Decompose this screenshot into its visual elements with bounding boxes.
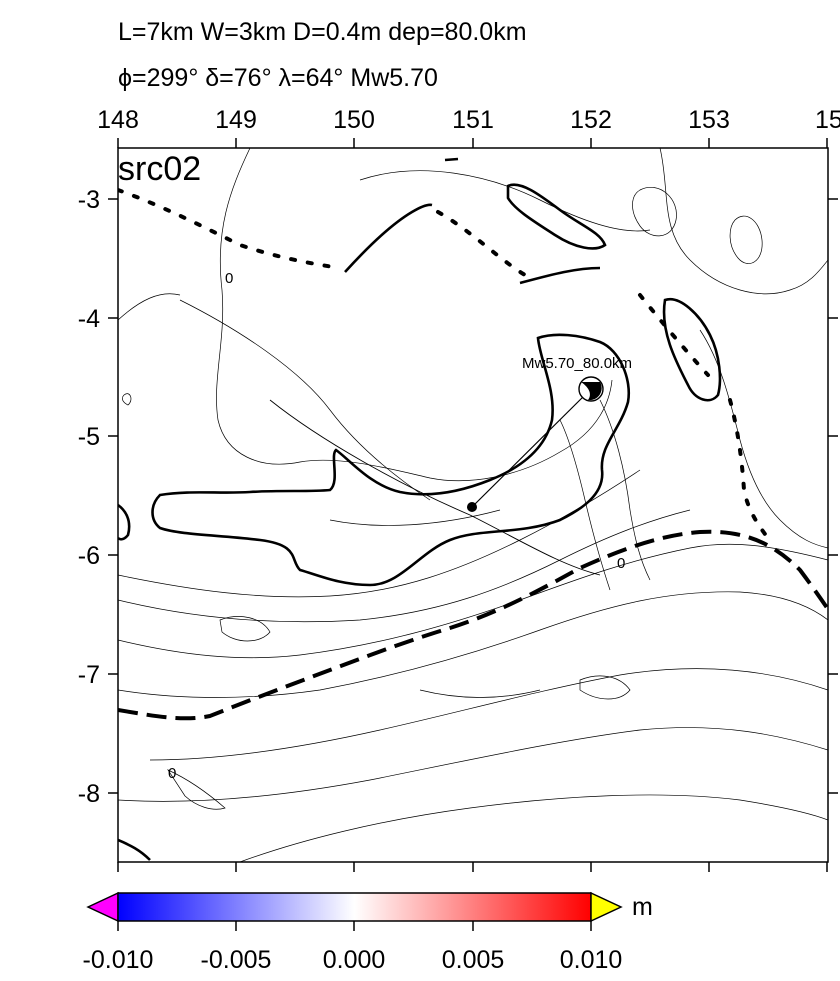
focal-mechanism-beachball (578, 376, 604, 402)
colorbar-gradient (117, 892, 592, 922)
x-tick-label: 149 (215, 106, 257, 134)
colorbar-tick-label: 0.010 (560, 946, 623, 974)
y-tick-label: -7 (78, 661, 100, 689)
x-tick-label: 151 (452, 106, 494, 134)
colorbar-tick-label: 0.005 (442, 946, 505, 974)
x-tick-label: 154 (815, 106, 840, 134)
contour-label: 0 (617, 555, 625, 572)
y-tick-label: -8 (78, 780, 100, 808)
map-title-focal-parameters: ϕ=299° δ=76° λ=64° Mw5.70 (118, 64, 438, 92)
y-tick-label: -5 (78, 423, 100, 451)
thick-contours (118, 157, 722, 861)
fault-trace-line (471, 388, 592, 508)
y-tick-label: -3 (78, 186, 100, 214)
colorbar-tick-label: 0.000 (323, 946, 386, 974)
y-tick-label: -6 (78, 542, 100, 570)
contour-label: 0 (168, 765, 176, 782)
x-tick-label: 153 (688, 106, 730, 134)
x-tick-label: 150 (333, 106, 375, 134)
map-title-fault-parameters: L=7km W=3km D=0.4m dep=80.0km (118, 18, 527, 46)
panel-label: src02 (118, 150, 201, 188)
x-tick-label: 148 (97, 106, 139, 134)
y-tick-label: -4 (78, 305, 100, 333)
cross-section-line (269, 399, 601, 576)
colorbar-tick-label: -0.010 (83, 946, 154, 974)
colorbar-unit-label: m (632, 893, 653, 921)
contour-label: 0 (225, 270, 233, 287)
colorbar-underflow-triangle (86, 891, 119, 923)
fault-trace-endpoint (467, 502, 477, 512)
source-label: Mw5.70_80.0km (522, 355, 632, 372)
colorbar-overflow-triangle (590, 891, 623, 923)
trench-dashed (118, 529, 828, 721)
colorbar: -0.010 -0.005 0.000 0.005 0.010 m (83, 891, 653, 974)
x-tick-label: 152 (570, 106, 612, 134)
plate-boundary-dotted (118, 188, 770, 540)
colorbar-tick-label: -0.005 (201, 946, 272, 974)
axis-ticks (108, 138, 838, 872)
